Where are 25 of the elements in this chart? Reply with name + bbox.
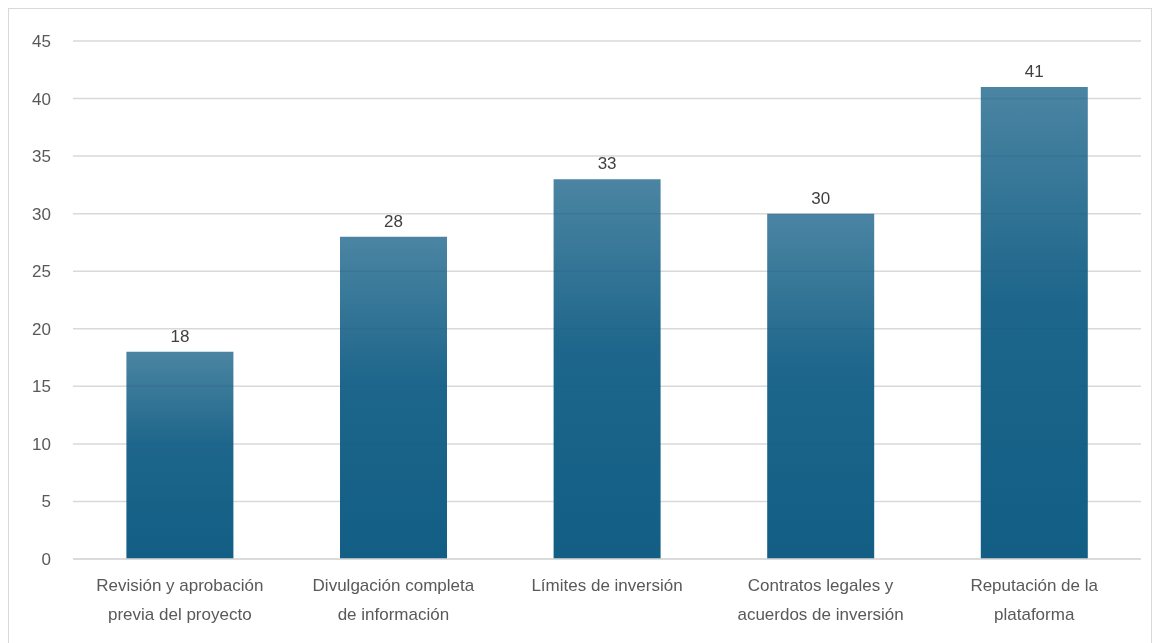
y-tick-label: 20 — [32, 319, 51, 339]
y-tick-label: 40 — [32, 89, 51, 109]
y-tick-label: 15 — [32, 377, 51, 397]
data-label: 30 — [811, 188, 831, 208]
y-tick-label: 30 — [32, 204, 51, 224]
bar — [767, 213, 875, 559]
x-tick-label: Límites de inversión — [531, 576, 683, 595]
x-tick-label: Contratos legales y acuerdos de inversión — [737, 576, 904, 624]
data-label: 41 — [1024, 62, 1044, 82]
y-tick-label: 0 — [41, 550, 51, 570]
y-tick-label: 5 — [41, 492, 51, 512]
data-label: 18 — [170, 326, 190, 346]
bar — [340, 236, 447, 559]
x-tick-label: Reputación de la plataforma — [970, 576, 1099, 624]
x-tick-label: Revisión y aprobación previa del proyecto — [96, 576, 264, 624]
y-tick-label: 25 — [32, 262, 51, 282]
y-tick-label: 35 — [32, 147, 51, 167]
bar — [553, 179, 661, 559]
data-label: 33 — [597, 154, 617, 174]
y-tick-label: 10 — [32, 434, 51, 454]
data-label: 28 — [384, 211, 403, 231]
x-tick-label: Divulgación completa de información — [312, 576, 475, 624]
bar — [126, 351, 234, 559]
y-tick-label: 45 — [32, 32, 51, 52]
bar — [980, 87, 1088, 559]
